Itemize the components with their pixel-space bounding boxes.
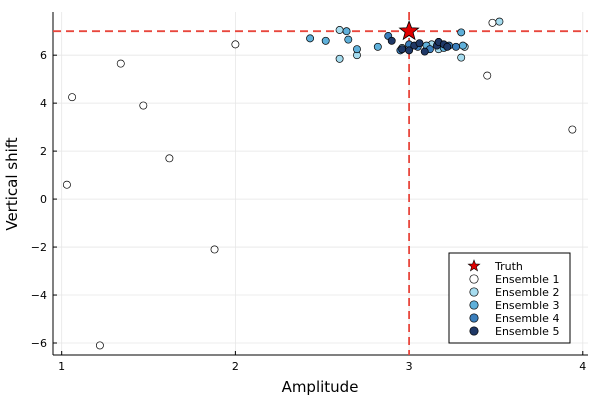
ensemble-2-point [495, 17, 504, 26]
x-axis-label: Amplitude [282, 378, 359, 396]
ensemble-3-point [373, 42, 382, 51]
legend-label-ensemble-4: Ensemble 4 [495, 312, 559, 325]
legend-marker-ensemble-1 [469, 274, 479, 284]
x-tick-label: 3 [406, 360, 413, 373]
tick-labels: 1 2 3 4 −6 −4 −2 0 2 4 6 [31, 49, 587, 373]
ensemble-3-point [321, 36, 330, 45]
ensemble-5-point [405, 46, 414, 55]
ensemble-2-point [457, 53, 466, 62]
ensemble-1-point [568, 125, 577, 134]
y-tick-label: 6 [40, 49, 47, 62]
legend-truth-marker [467, 259, 481, 272]
ensemble-2-point [335, 54, 344, 63]
ensemble-1-point [139, 101, 148, 110]
ensemble-1-point [165, 154, 174, 163]
ensemble-1-point [95, 341, 104, 350]
ensemble-3-point [457, 28, 466, 37]
legend-label-ensemble-2: Ensemble 2 [495, 286, 559, 299]
ensemble-3-point [344, 35, 353, 44]
legend-box [448, 252, 571, 344]
data-points [62, 17, 577, 350]
y-axis-label: Vertical shift [3, 137, 21, 230]
legend-marker-ensemble-3 [469, 300, 479, 310]
legend-marker-ensemble-4 [469, 313, 479, 323]
y-tick-label: 2 [40, 145, 47, 158]
ensemble-5-point [398, 45, 407, 54]
y-tick-label: 4 [40, 97, 47, 110]
ensemble-1-point [488, 18, 497, 27]
legend-label-ensemble-5: Ensemble 5 [495, 325, 559, 338]
ensemble-3-point [306, 34, 315, 43]
truth-marker-layer [398, 20, 420, 41]
ensemble-1-point [116, 59, 125, 68]
legend-label-ensemble-3: Ensemble 3 [495, 299, 559, 312]
axes-frame [52, 12, 588, 356]
y-tick-label: −4 [31, 289, 47, 302]
ensemble-1-point [210, 245, 219, 254]
ensemble-2-point [335, 26, 344, 34]
x-tick-label: 1 [58, 360, 65, 373]
ensemble-1-point [62, 180, 71, 189]
ensemble-5-point [387, 36, 396, 45]
truth-reference-lines [53, 12, 588, 355]
ensemble-3-point [353, 45, 361, 54]
legend-label-truth: Truth [494, 260, 523, 273]
ensemble-1-point [231, 40, 240, 49]
legend-label-ensemble-1: Ensemble 1 [495, 273, 559, 286]
ensemble-3-point [458, 41, 467, 50]
legend-marker-ensemble-5 [469, 326, 479, 336]
ensemble-4-point [452, 42, 460, 51]
ensemble-1-point [483, 71, 492, 80]
ensemble-3-point [342, 27, 351, 36]
ensemble-5-point [415, 39, 424, 48]
ensemble-1-point [68, 93, 77, 102]
y-tick-label: −2 [31, 241, 47, 254]
y-tick-label: −6 [31, 337, 47, 350]
legend-marker-ensemble-2 [469, 287, 479, 297]
ensemble-5-point [443, 42, 452, 51]
x-tick-label: 2 [232, 360, 239, 373]
y-tick-label: 0 [40, 193, 47, 206]
truth-star-marker [398, 20, 420, 41]
ensemble-5-point [420, 47, 429, 56]
x-tick-label: 4 [579, 360, 586, 373]
